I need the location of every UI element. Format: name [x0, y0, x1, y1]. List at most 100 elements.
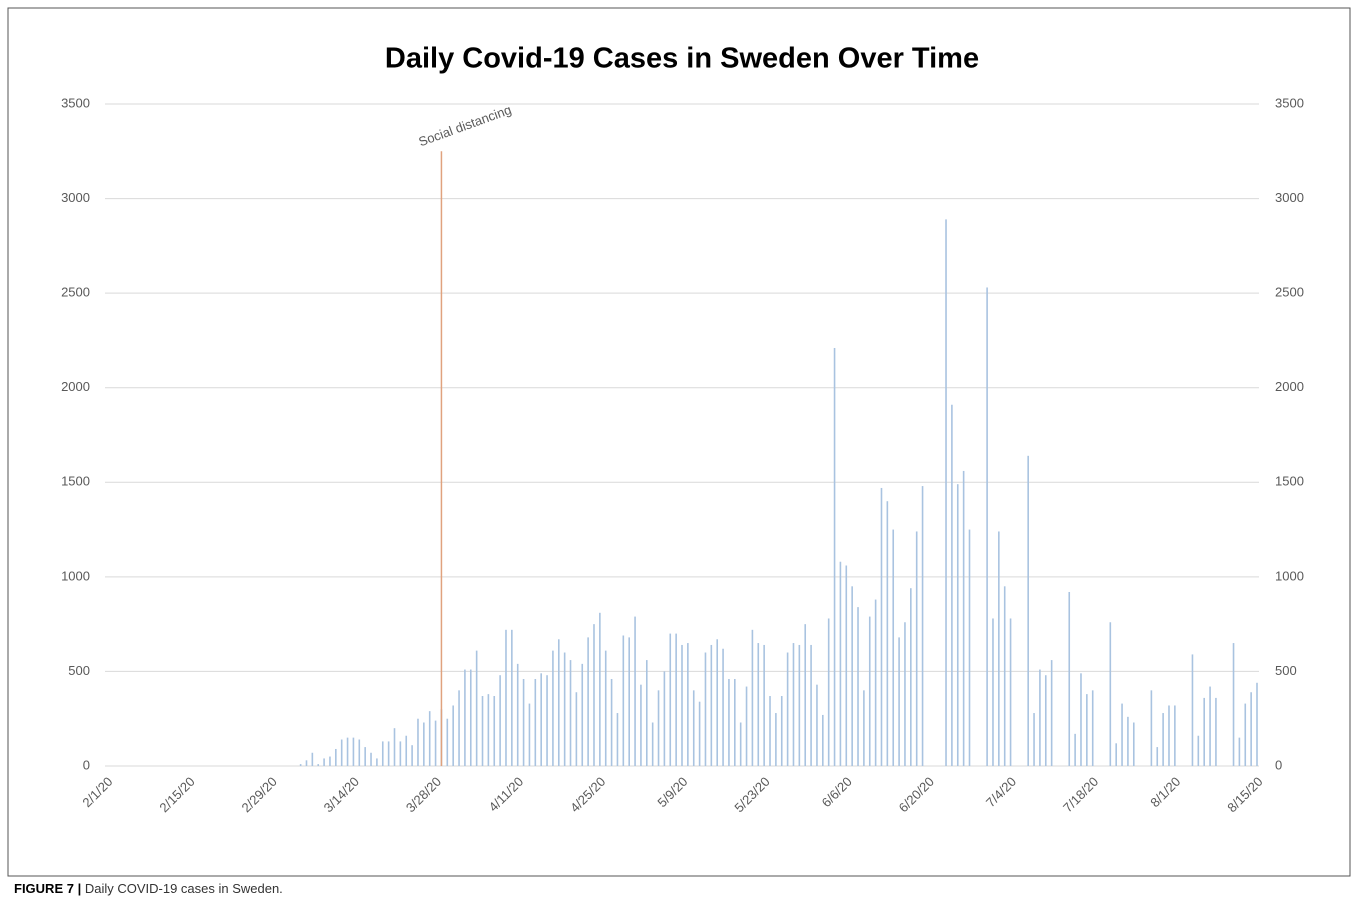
bar [534, 678, 537, 766]
bar [945, 219, 947, 766]
y2-tick-label: 1000 [1275, 568, 1304, 583]
bar [739, 722, 742, 766]
x-tick-label: 2/29/20 [239, 774, 280, 815]
bar [1050, 660, 1053, 766]
bar [399, 741, 402, 766]
bar [1250, 692, 1252, 766]
bar [1091, 690, 1094, 766]
bar [405, 735, 408, 766]
x-tick-label: 2/1/20 [79, 774, 115, 810]
bar [599, 612, 601, 766]
bar [1174, 705, 1176, 766]
bar [634, 616, 636, 766]
bar [1197, 735, 1200, 766]
bar [1086, 694, 1088, 766]
bar [1244, 703, 1247, 766]
bar [340, 739, 343, 766]
bar [851, 586, 853, 766]
bar [734, 678, 736, 766]
x-tick-label: 5/23/20 [731, 774, 772, 815]
bar [1033, 713, 1035, 766]
bar [1238, 737, 1241, 766]
bar [1068, 591, 1071, 766]
bar [552, 650, 554, 766]
bar [370, 752, 372, 766]
bar [311, 752, 314, 766]
x-tick-label: 6/6/20 [819, 774, 855, 810]
figure-border [7, 7, 1351, 877]
bar [1127, 716, 1129, 766]
bar [434, 720, 437, 766]
annotation-label: Social distancing [417, 102, 514, 149]
bar [1215, 697, 1217, 766]
bar [645, 660, 648, 766]
bar [816, 684, 818, 766]
bar [581, 663, 584, 766]
bar [446, 718, 449, 766]
bar [423, 722, 425, 766]
bar [898, 637, 900, 766]
bar [675, 633, 677, 766]
bar [1121, 703, 1123, 766]
bar [798, 644, 801, 766]
bar [880, 487, 883, 766]
bar [411, 745, 413, 766]
bar [722, 648, 724, 766]
bar [604, 650, 607, 766]
x-tick-label: 8/1/20 [1147, 774, 1183, 810]
bar [786, 652, 789, 766]
bar [458, 690, 460, 766]
bar [452, 705, 454, 766]
y2-tick-label: 2500 [1275, 285, 1304, 300]
chart-title: Daily Covid-19 Cases in Sweden Over Time [385, 43, 979, 75]
bar [546, 675, 548, 766]
bar [1156, 747, 1159, 766]
bar [640, 684, 642, 766]
y-tick-label: 500 [68, 663, 90, 678]
bar [1209, 686, 1211, 766]
bar [1109, 622, 1112, 766]
y2-tick-label: 2000 [1275, 379, 1304, 394]
bar [804, 624, 807, 766]
bar [1003, 586, 1006, 766]
bar [628, 637, 630, 766]
bar [839, 561, 842, 766]
bar [593, 624, 595, 766]
bar [886, 501, 889, 766]
bar [1009, 618, 1012, 766]
bar [587, 637, 589, 766]
bar [516, 663, 519, 766]
bar [657, 690, 660, 766]
bar [986, 287, 988, 766]
bar [505, 629, 507, 766]
y2-tick-label: 3000 [1275, 190, 1304, 205]
bar [1168, 705, 1170, 766]
bar [317, 764, 320, 766]
x-tick-label: 4/11/20 [486, 774, 527, 815]
bar [464, 669, 466, 766]
bar [557, 639, 560, 766]
x-tick-label: 4/25/20 [567, 774, 608, 815]
y2-tick-label: 1500 [1275, 474, 1304, 489]
bar [780, 696, 783, 766]
bar [428, 711, 431, 766]
bar [868, 616, 871, 766]
x-tick-label: 5/9/20 [654, 774, 690, 810]
bar [569, 660, 572, 766]
bar [745, 686, 748, 766]
y-tick-label: 1000 [61, 568, 90, 583]
bar [998, 531, 1000, 766]
bar [1039, 669, 1041, 766]
bar [329, 756, 331, 766]
bar [857, 607, 859, 766]
bar [522, 678, 525, 766]
bar [499, 675, 501, 766]
bar [692, 690, 695, 766]
bar [299, 764, 302, 766]
bar [968, 529, 971, 766]
caption-text: Daily COVID-19 cases in Sweden. [85, 881, 283, 896]
bar [481, 696, 484, 766]
bar [681, 644, 683, 766]
bar [775, 713, 777, 766]
